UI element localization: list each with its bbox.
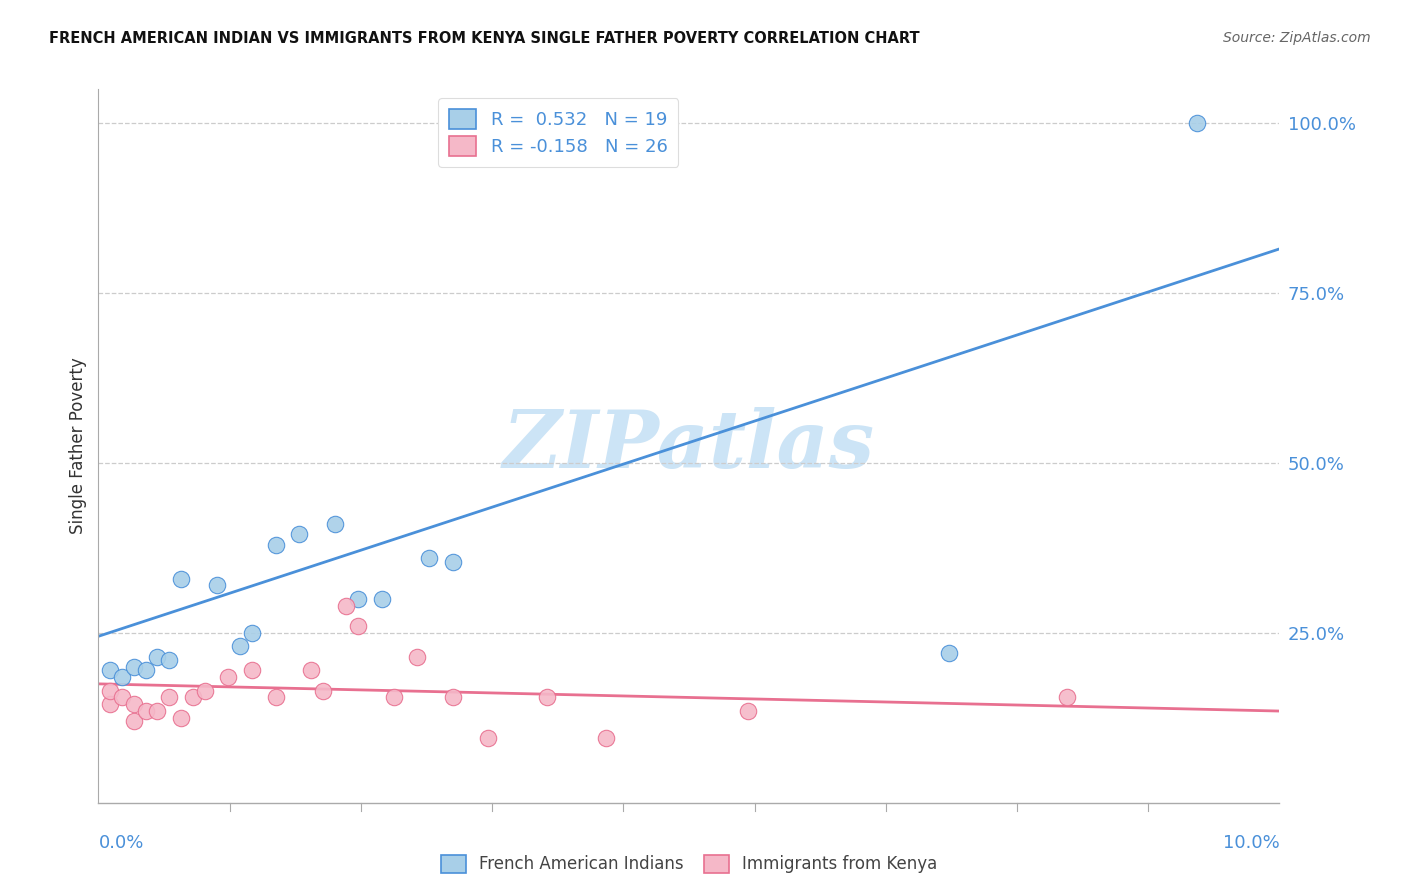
Point bbox=[371, 591, 394, 606]
Point bbox=[406, 649, 429, 664]
Text: 10.0%: 10.0% bbox=[1223, 834, 1279, 852]
Point bbox=[264, 537, 287, 551]
Point bbox=[737, 704, 759, 718]
Point bbox=[135, 663, 157, 677]
Point bbox=[312, 683, 335, 698]
Point bbox=[122, 660, 145, 674]
Point bbox=[536, 690, 558, 705]
Point bbox=[382, 690, 405, 705]
Point bbox=[98, 663, 121, 677]
Point bbox=[122, 714, 145, 729]
Point bbox=[146, 649, 169, 664]
Text: FRENCH AMERICAN INDIAN VS IMMIGRANTS FROM KENYA SINGLE FATHER POVERTY CORRELATIO: FRENCH AMERICAN INDIAN VS IMMIGRANTS FRO… bbox=[49, 31, 920, 46]
Point bbox=[335, 599, 357, 613]
Point bbox=[1056, 690, 1078, 705]
Point bbox=[288, 527, 311, 541]
Point bbox=[157, 690, 180, 705]
Point bbox=[181, 690, 204, 705]
Point bbox=[170, 711, 193, 725]
Text: 0.0%: 0.0% bbox=[98, 834, 143, 852]
Point bbox=[264, 690, 287, 705]
Point bbox=[146, 704, 169, 718]
Point bbox=[98, 698, 121, 712]
Legend: French American Indians, Immigrants from Kenya: French American Indians, Immigrants from… bbox=[434, 848, 943, 880]
Point bbox=[111, 670, 134, 684]
Point bbox=[938, 646, 960, 660]
Point bbox=[135, 704, 157, 718]
Point bbox=[157, 653, 180, 667]
Point bbox=[441, 690, 464, 705]
Text: ZIPatlas: ZIPatlas bbox=[503, 408, 875, 484]
Point bbox=[323, 517, 346, 532]
Point bbox=[229, 640, 252, 654]
Point bbox=[299, 663, 322, 677]
Point bbox=[441, 555, 464, 569]
Point bbox=[1185, 116, 1208, 130]
Point bbox=[240, 626, 263, 640]
Point bbox=[122, 698, 145, 712]
Y-axis label: Single Father Poverty: Single Father Poverty bbox=[69, 358, 87, 534]
Point bbox=[194, 683, 217, 698]
Point bbox=[98, 683, 121, 698]
Point bbox=[205, 578, 228, 592]
Point bbox=[170, 572, 193, 586]
Text: Source: ZipAtlas.com: Source: ZipAtlas.com bbox=[1223, 31, 1371, 45]
Point bbox=[217, 670, 239, 684]
Point bbox=[595, 731, 617, 746]
Point bbox=[347, 591, 370, 606]
Point bbox=[240, 663, 263, 677]
Point bbox=[347, 619, 370, 633]
Point bbox=[111, 690, 134, 705]
Point bbox=[418, 551, 440, 566]
Point bbox=[477, 731, 499, 746]
